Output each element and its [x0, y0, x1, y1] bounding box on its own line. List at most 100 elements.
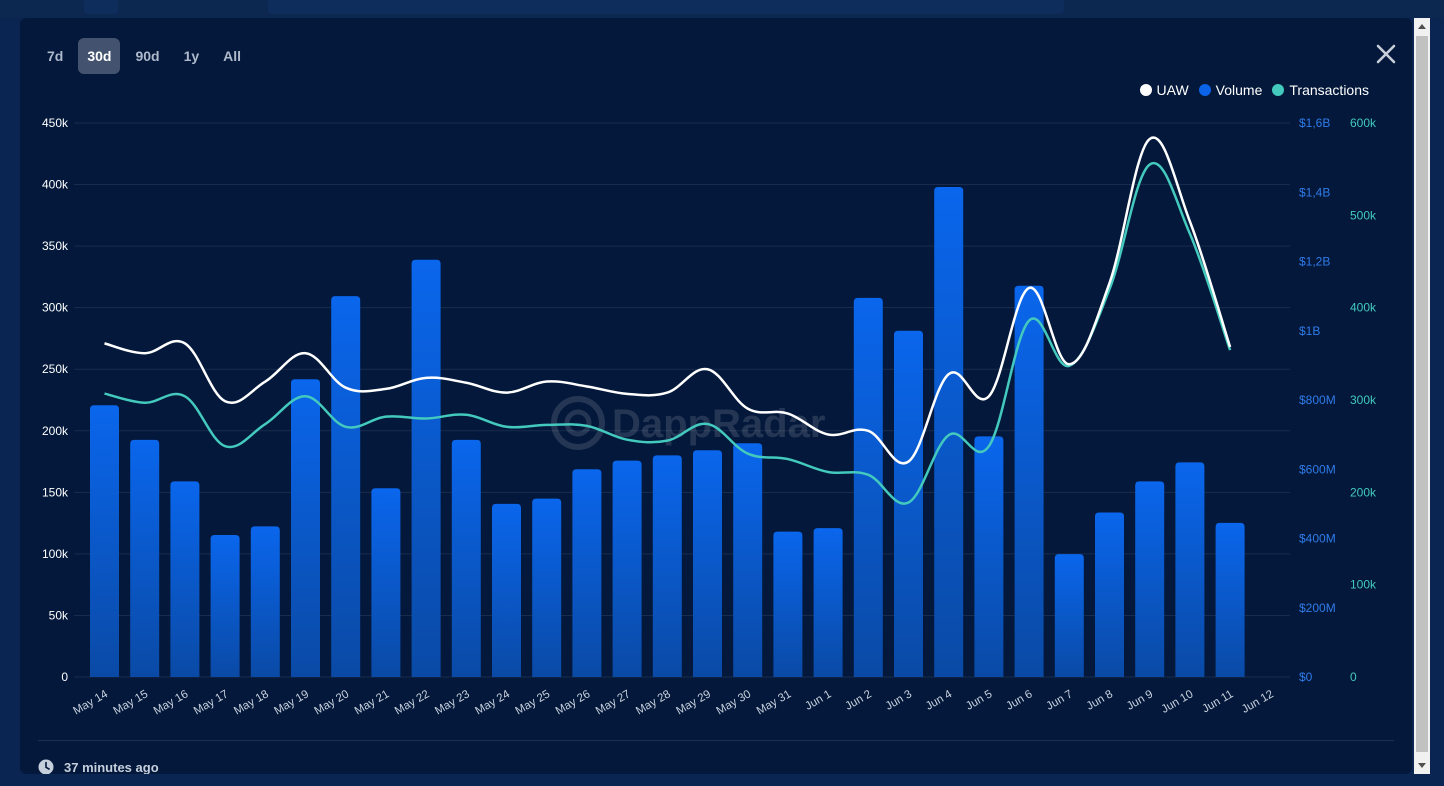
legend-label: Transactions [1289, 82, 1369, 98]
volume-bar [1135, 481, 1165, 677]
watermark-text: DappRadar [612, 402, 825, 446]
volume-bar [1014, 285, 1044, 677]
y-tick-label-uaw: 450k [42, 116, 69, 130]
volume-bar [170, 481, 200, 677]
footer-divider [38, 740, 1394, 741]
volume-bar [572, 469, 602, 677]
scroll-down-arrow[interactable] [1418, 763, 1426, 768]
volume-bar [1215, 522, 1245, 677]
volume-bar [693, 450, 722, 677]
chart-modal: 0 50k 100k 150k 200k 250k 300k 350k 400k 450k $0 $2… [20, 18, 1412, 774]
y-tick-label-uaw: 250k [42, 362, 69, 376]
legend-item-volume[interactable]: Volume [1198, 82, 1263, 98]
x-tick-label: May 31 [755, 688, 794, 717]
y-tick-label-uaw: 0 [61, 670, 68, 684]
x-tick-label: May 25 [514, 688, 553, 717]
range-tab-30d[interactable]: 30d [78, 38, 121, 74]
legend-dot [1272, 84, 1285, 96]
legend-item-transactions[interactable]: Transactions [1272, 82, 1369, 98]
y-tick-label-transactions: 600k [1350, 116, 1377, 130]
x-tick-label: Jun 5 [964, 688, 994, 712]
chart-area: 0 50k 100k 150k 200k 250k 300k 350k 400k 450k $0 $2… [42, 116, 1377, 718]
background-header [268, 0, 1064, 14]
legend-dot [1139, 84, 1152, 96]
x-tick-label: Jun 10 [1159, 688, 1195, 716]
legend-dot [1198, 84, 1211, 96]
volume-bar [411, 259, 441, 677]
volume-bar [451, 439, 481, 677]
clock-icon [38, 759, 54, 774]
x-tick-label: May 28 [634, 688, 673, 717]
legend-label: UAW [1156, 82, 1189, 98]
volume-bar [210, 535, 240, 677]
volume-bar [773, 531, 803, 677]
last-updated-text: 37 minutes ago [64, 759, 159, 775]
volume-bar [1054, 554, 1084, 677]
volume-bar [90, 405, 119, 677]
volume-bar [853, 297, 883, 677]
volume-bar [1175, 462, 1205, 677]
range-tab-1y[interactable]: 1y [183, 48, 200, 64]
y-tick-label-transactions: 400k [1350, 301, 1377, 315]
range-tabs: 7d 30d 90d 1y All [38, 38, 250, 74]
volume-bar [371, 488, 401, 677]
scrollbar[interactable] [1414, 18, 1430, 774]
last-updated: 37 minutes ago [38, 759, 159, 774]
legend-item-uaw[interactable]: UAW [1139, 82, 1189, 98]
volume-bar [974, 436, 1004, 677]
y-tick-label-volume: $1,6B [1299, 116, 1330, 130]
y-tick-label-volume: $800M [1299, 393, 1336, 407]
volume-bar [813, 528, 843, 677]
x-tick-label: May 26 [554, 688, 593, 717]
x-tick-label: Jun 8 [1085, 688, 1115, 712]
watermark-logo: DappRadar [551, 396, 825, 450]
close-icon[interactable] [1374, 42, 1398, 66]
volume-bar [934, 187, 964, 677]
x-tick-label: May 20 [313, 688, 352, 717]
y-tick-label-uaw: 50k [49, 608, 69, 622]
x-tick-label: Jun 12 [1240, 688, 1276, 716]
volume-bar [1095, 512, 1124, 677]
range-tab-7d[interactable]: 7d [47, 48, 64, 64]
x-tick-label: May 14 [71, 688, 110, 718]
x-tick-label: Jun 7 [1044, 688, 1074, 712]
x-tick-label: Jun 6 [1004, 688, 1034, 712]
y-tick-label-volume: $0 [1299, 670, 1313, 684]
x-tick-label: May 22 [393, 688, 432, 717]
legend-label: Volume [1215, 82, 1263, 98]
y-tick-label-volume: $200M [1299, 601, 1336, 615]
y-tick-label-transactions: 0 [1350, 670, 1357, 684]
x-tick-label: Jun 1 [803, 688, 833, 712]
chart-legend: UAW Volume Transactions [1139, 82, 1369, 98]
y-tick-label-volume: $600M [1299, 462, 1336, 476]
x-tick-label: May 19 [272, 688, 311, 717]
range-tab-90d[interactable]: 90d [135, 48, 160, 64]
x-tick-label: May 27 [594, 688, 633, 717]
scroll-up-arrow[interactable] [1418, 24, 1426, 29]
x-tick-label: May 17 [192, 688, 231, 717]
volume-bar [291, 379, 320, 677]
y-tick-label-uaw: 300k [42, 301, 69, 315]
x-tick-label: Jun 9 [1125, 688, 1155, 712]
volume-bar [532, 498, 562, 677]
y-tick-label-uaw: 150k [42, 485, 69, 499]
volume-bar [733, 443, 763, 677]
x-tick-label: May 24 [473, 688, 512, 718]
y-tick-label-transactions: 300k [1350, 393, 1377, 407]
volume-bar [130, 439, 160, 677]
volume-bar [492, 503, 521, 677]
x-tick-label: Jun 11 [1200, 688, 1235, 715]
y-tick-label-transactions: 200k [1350, 485, 1377, 499]
y-tick-label-uaw: 100k [42, 547, 69, 561]
x-tick-label: May 15 [112, 688, 151, 717]
range-tab-all[interactable]: All [223, 48, 242, 64]
x-tick-label: May 29 [674, 688, 713, 717]
y-tick-label-volume: $1B [1299, 324, 1320, 338]
volume-bar [331, 296, 361, 677]
background-element [84, 0, 118, 14]
y-tick-label-transactions: 100k [1350, 578, 1377, 592]
x-tick-label: Jun 2 [843, 688, 873, 712]
scrollbar-thumb[interactable] [1416, 36, 1428, 752]
y-tick-label-transactions: 500k [1350, 208, 1377, 222]
x-tick-label: May 30 [715, 688, 754, 717]
